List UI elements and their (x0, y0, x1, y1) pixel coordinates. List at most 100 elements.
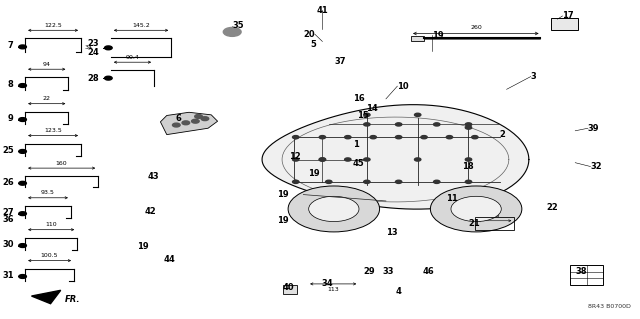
Text: 7: 7 (8, 41, 13, 50)
Text: 105: 105 (489, 212, 500, 218)
Text: 32: 32 (591, 162, 602, 171)
Text: 94: 94 (43, 62, 51, 67)
Text: 24: 24 (88, 48, 99, 57)
Bar (412, 36, 424, 41)
Circle shape (19, 181, 26, 185)
Text: 113: 113 (327, 287, 339, 292)
Circle shape (446, 136, 452, 139)
Circle shape (465, 123, 472, 126)
Circle shape (19, 244, 26, 248)
Circle shape (451, 196, 501, 222)
Text: 12: 12 (289, 152, 301, 161)
Circle shape (191, 119, 199, 123)
Text: 19: 19 (308, 169, 320, 178)
Text: 122.5: 122.5 (44, 23, 62, 28)
Text: 145.2: 145.2 (132, 23, 150, 28)
Text: 19: 19 (137, 242, 148, 251)
Text: 33: 33 (383, 267, 394, 276)
Circle shape (430, 186, 522, 232)
Text: FR.: FR. (65, 295, 81, 304)
Text: 46: 46 (423, 267, 435, 276)
Circle shape (433, 180, 440, 183)
Text: 100.5: 100.5 (41, 253, 58, 258)
Circle shape (319, 158, 326, 161)
Circle shape (396, 180, 402, 183)
Bar (283, 285, 297, 294)
Text: 8: 8 (8, 80, 13, 89)
Circle shape (104, 76, 112, 80)
Circle shape (19, 118, 26, 122)
Circle shape (465, 180, 472, 183)
Circle shape (308, 196, 359, 222)
Circle shape (292, 136, 299, 139)
Text: 36: 36 (2, 215, 13, 224)
Text: 11: 11 (446, 194, 458, 203)
Circle shape (182, 121, 189, 125)
Text: 18: 18 (462, 162, 474, 171)
Text: 8R43 B0700D: 8R43 B0700D (588, 304, 630, 309)
Text: 41: 41 (317, 6, 328, 15)
Circle shape (19, 212, 26, 216)
Text: 17: 17 (563, 11, 574, 20)
Text: 16: 16 (353, 94, 365, 103)
Text: 1: 1 (353, 140, 359, 149)
Circle shape (319, 136, 326, 139)
Circle shape (396, 136, 402, 139)
Text: 26: 26 (2, 178, 13, 187)
Circle shape (396, 123, 402, 126)
Circle shape (319, 158, 326, 161)
Circle shape (465, 126, 472, 129)
Text: 2: 2 (499, 130, 505, 139)
Text: 37: 37 (335, 57, 346, 66)
Text: 43: 43 (148, 172, 159, 181)
Text: 31: 31 (2, 271, 13, 280)
Text: 14: 14 (365, 104, 378, 113)
Circle shape (19, 45, 26, 49)
Text: 22: 22 (43, 96, 51, 101)
Circle shape (19, 275, 26, 278)
Text: 30: 30 (2, 240, 13, 249)
Text: 19: 19 (276, 216, 288, 225)
Bar (475, 217, 514, 230)
Circle shape (292, 158, 299, 161)
Circle shape (292, 180, 299, 183)
Text: 21: 21 (468, 219, 480, 228)
Circle shape (415, 113, 421, 116)
Text: 260: 260 (470, 25, 482, 30)
Text: 40: 40 (283, 283, 294, 292)
Text: 28: 28 (88, 74, 99, 83)
Text: 38: 38 (575, 267, 587, 276)
Text: 5: 5 (310, 40, 316, 49)
Circle shape (173, 123, 180, 127)
Text: 123.5: 123.5 (44, 128, 62, 133)
Text: 45: 45 (353, 159, 365, 168)
Polygon shape (31, 290, 61, 304)
Text: 10: 10 (397, 82, 409, 91)
Circle shape (421, 136, 428, 139)
Text: 34: 34 (321, 279, 333, 288)
Text: 6: 6 (175, 114, 181, 122)
Polygon shape (161, 112, 218, 135)
Circle shape (344, 158, 351, 161)
Polygon shape (262, 105, 529, 209)
Text: 39: 39 (588, 124, 600, 133)
Circle shape (433, 123, 440, 126)
Circle shape (344, 136, 351, 139)
Text: 110: 110 (45, 222, 57, 227)
Text: 34: 34 (85, 45, 93, 50)
Circle shape (223, 27, 241, 36)
Circle shape (195, 115, 202, 118)
Circle shape (19, 150, 26, 153)
Text: 19: 19 (276, 190, 288, 199)
Circle shape (288, 186, 380, 232)
Circle shape (326, 180, 332, 183)
Text: 19: 19 (431, 31, 444, 40)
Circle shape (465, 158, 472, 161)
Text: 23: 23 (88, 39, 99, 48)
Circle shape (415, 158, 421, 161)
Bar (551, 18, 578, 30)
Text: 29: 29 (364, 267, 375, 276)
Text: 93.5: 93.5 (41, 190, 55, 195)
Circle shape (364, 158, 370, 161)
Text: 160: 160 (56, 160, 67, 166)
